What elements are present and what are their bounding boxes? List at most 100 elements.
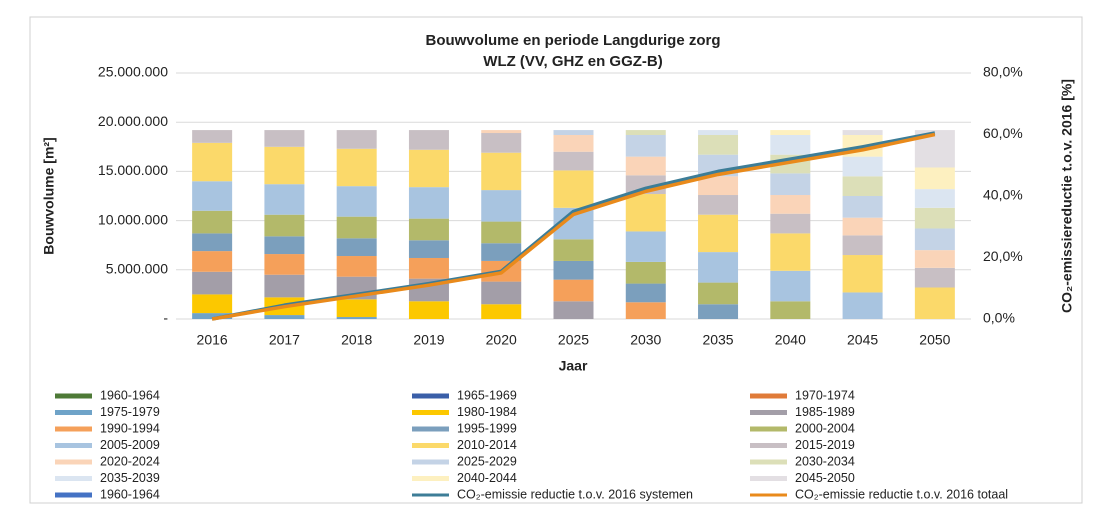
bar-segment: [842, 217, 883, 236]
legend-label: 1970-1974: [795, 388, 855, 402]
x-tick-label: 2017: [269, 332, 300, 348]
bar-segment: [553, 301, 594, 319]
bar-segment: [192, 233, 233, 252]
y2-tick-label: 0,0%: [983, 310, 1015, 326]
bar-segment: [192, 294, 233, 314]
bar-segment: [553, 239, 594, 261]
legend-label: 1980-1984: [457, 405, 517, 419]
x-axis-title: Jaar: [559, 358, 588, 374]
bar-segment: [264, 184, 305, 215]
bar-segment: [625, 302, 666, 319]
bar-segment: [481, 190, 522, 222]
bar-segment: [408, 149, 449, 188]
x-tick-label: 2030: [630, 332, 661, 348]
y2-tick-label: 60,0%: [983, 125, 1023, 141]
y-axis-title: Bouwvolume [m²]: [41, 137, 57, 254]
bar-segment: [408, 257, 449, 279]
bar-segment: [770, 195, 811, 214]
bar-segment: [264, 236, 305, 255]
legend-label: 1985-1989: [795, 405, 855, 419]
legend-label: 1975-1979: [100, 405, 160, 419]
line-series: [211, 132, 936, 321]
bar-segment: [264, 274, 305, 298]
bar-segment: [625, 194, 666, 232]
y-tick-label: 15.000.000: [98, 162, 168, 178]
bar-segment: [770, 233, 811, 271]
x-tick-label: 2018: [341, 332, 372, 348]
bar-segment: [842, 255, 883, 293]
bar-segment: [625, 261, 666, 284]
bar-segment: [553, 279, 594, 302]
legend-label: CO₂-emissie reductie t.o.v. 2016 totaal: [795, 487, 1008, 501]
bar-segment: [625, 130, 666, 135]
bar-segment: [698, 214, 739, 253]
x-tick-label: 2016: [197, 332, 228, 348]
x-tick-label: 2040: [775, 332, 806, 348]
bar-segment: [336, 317, 377, 319]
bar-segment: [770, 301, 811, 319]
bar-segment: [625, 134, 666, 157]
bar-segment: [698, 130, 739, 135]
bar-segment: [698, 282, 739, 305]
bar-segment: [553, 134, 594, 152]
legend-label: 2005-2009: [100, 438, 160, 452]
bar-segment: [336, 299, 377, 318]
x-tick-label: 2019: [413, 332, 444, 348]
bar-segment: [625, 231, 666, 262]
x-tick-label: 2045: [847, 332, 878, 348]
bar-segment: [842, 176, 883, 196]
bar-segment: [408, 218, 449, 241]
bar-segment: [192, 181, 233, 211]
bar-segment: [192, 271, 233, 295]
bar-segment: [192, 142, 233, 182]
legend-label: 2020-2024: [100, 454, 160, 468]
legend-label: 2000-2004: [795, 421, 855, 435]
bar-segment: [408, 301, 449, 319]
bar-segment: [698, 195, 739, 215]
legend-label: 1990-1994: [100, 421, 160, 435]
legend-label: 2035-2039: [100, 471, 160, 485]
bar-segment: [264, 146, 305, 185]
bar-segment: [481, 152, 522, 191]
chart-title: Bouwvolume en periode Langdurige zorg: [425, 32, 720, 49]
legend-label: 1960-1964: [100, 487, 160, 501]
bar-segment: [481, 304, 522, 319]
y-tick-label: -: [163, 310, 168, 326]
bar-segment: [408, 187, 449, 219]
bar-segment: [842, 292, 883, 319]
legend-label: 1960-1964: [100, 388, 160, 402]
x-tick-label: 2025: [558, 332, 589, 348]
bar-segment: [553, 170, 594, 208]
y-tick-label: 25.000.000: [98, 64, 168, 80]
y-tick-label: 20.000.000: [98, 113, 168, 129]
x-tick-label: 2035: [702, 332, 733, 348]
legend-label: 2030-2034: [795, 454, 855, 468]
bar-segment: [553, 260, 594, 280]
bar-segment: [336, 130, 377, 149]
legend-label: 1965-1969: [457, 388, 517, 402]
legend-label: 2015-2019: [795, 438, 855, 452]
bar-segment: [481, 133, 522, 153]
bar-segment: [481, 281, 522, 305]
bar-segment: [264, 254, 305, 275]
bar-segment: [770, 130, 811, 135]
bar-segment: [914, 167, 955, 190]
bar-segment: [336, 186, 377, 217]
bar-segment: [192, 313, 233, 319]
bar-segment: [336, 256, 377, 277]
y2-tick-label: 80,0%: [983, 64, 1023, 80]
bar-segment: [481, 243, 522, 261]
y-tick-label: 5.000.000: [106, 261, 168, 277]
bar-segment: [336, 216, 377, 239]
bar-segment: [698, 134, 739, 155]
legend-label: 2045-2050: [795, 471, 855, 485]
bar-segment: [553, 151, 594, 171]
bar-segment: [336, 238, 377, 257]
bar-segment: [192, 130, 233, 143]
x-tick-label: 2020: [486, 332, 517, 348]
chart-subtitle: WLZ (VV, GHZ en GGZ-B): [483, 53, 662, 70]
y2-tick-label: 40,0%: [983, 187, 1023, 203]
bar-segment: [264, 315, 305, 319]
bar-segment: [264, 130, 305, 147]
